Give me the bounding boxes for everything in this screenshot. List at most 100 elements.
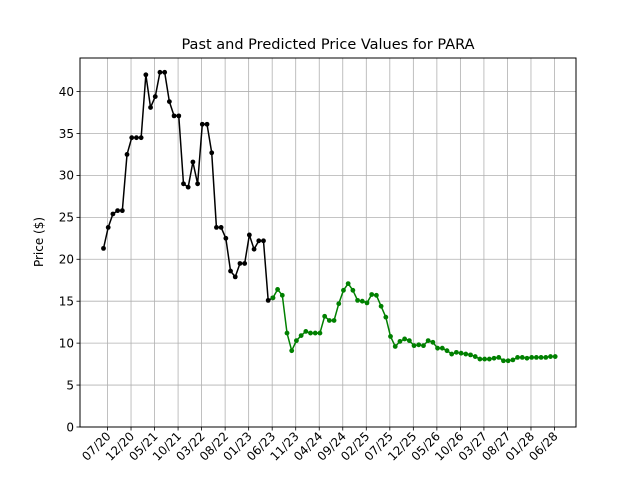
data-point bbox=[157, 69, 163, 75]
data-point bbox=[345, 281, 351, 286]
data-point bbox=[322, 313, 328, 319]
y-tick-label: 25 bbox=[59, 211, 74, 225]
data-point bbox=[359, 298, 365, 304]
plot-frame bbox=[79, 57, 577, 428]
data-point bbox=[270, 295, 276, 301]
data-point bbox=[303, 329, 309, 334]
data-point bbox=[214, 225, 219, 230]
data-point bbox=[101, 245, 106, 251]
data-point bbox=[430, 339, 436, 345]
data-point bbox=[341, 287, 346, 293]
data-point bbox=[134, 135, 139, 141]
data-point bbox=[119, 208, 125, 214]
data-point bbox=[195, 181, 201, 187]
data-point bbox=[237, 261, 243, 266]
chart-title: Past and Predicted Price Values for PARA bbox=[181, 37, 474, 53]
data-point bbox=[397, 339, 403, 344]
data-point bbox=[298, 333, 304, 338]
data-point bbox=[350, 287, 356, 293]
data-point bbox=[326, 318, 332, 323]
data-point bbox=[369, 292, 375, 297]
data-point bbox=[435, 345, 440, 351]
data-point bbox=[284, 330, 290, 336]
data-point bbox=[124, 152, 130, 157]
y-axis-label: Price ($) bbox=[32, 217, 46, 267]
data-point bbox=[383, 314, 389, 320]
data-point bbox=[548, 354, 553, 359]
data-point bbox=[289, 348, 295, 354]
data-point bbox=[453, 349, 459, 355]
data-point bbox=[115, 208, 121, 214]
data-point bbox=[515, 354, 520, 360]
data-point bbox=[308, 330, 313, 336]
data-point bbox=[331, 318, 337, 323]
data-point bbox=[496, 354, 502, 360]
data-point bbox=[242, 261, 248, 266]
data-point bbox=[468, 352, 473, 358]
data-point bbox=[458, 350, 464, 356]
data-point bbox=[439, 345, 445, 351]
data-point bbox=[406, 338, 412, 344]
data-point bbox=[355, 297, 360, 303]
data-point bbox=[491, 355, 497, 361]
y-tick-label: 20 bbox=[59, 253, 74, 267]
data-point bbox=[388, 334, 393, 339]
data-point bbox=[392, 344, 398, 349]
data-point bbox=[176, 113, 182, 119]
y-tick-label: 10 bbox=[59, 336, 74, 350]
y-tick-label: 0 bbox=[66, 420, 74, 434]
data-point bbox=[232, 274, 238, 280]
data-point bbox=[543, 354, 549, 360]
data-point bbox=[223, 235, 229, 241]
data-point bbox=[162, 69, 168, 75]
data-point bbox=[411, 343, 417, 349]
data-point bbox=[256, 238, 262, 244]
data-point bbox=[171, 113, 177, 119]
data-point bbox=[218, 225, 224, 230]
grid-lines bbox=[80, 58, 576, 428]
data-point bbox=[472, 354, 478, 359]
data-point bbox=[275, 287, 280, 292]
data-point bbox=[538, 354, 544, 360]
data-point bbox=[199, 121, 205, 127]
data-point bbox=[317, 330, 323, 336]
data-point bbox=[190, 159, 196, 165]
data-point bbox=[378, 303, 384, 309]
y-tick-label: 35 bbox=[59, 127, 74, 141]
series-layer bbox=[101, 69, 558, 364]
data-point bbox=[265, 297, 271, 303]
data-point bbox=[181, 181, 186, 187]
y-tick-label: 40 bbox=[59, 85, 74, 99]
data-point bbox=[425, 338, 431, 344]
data-point bbox=[444, 348, 450, 354]
data-point bbox=[552, 354, 558, 359]
data-point bbox=[279, 292, 285, 298]
data-point bbox=[477, 356, 483, 362]
data-point bbox=[482, 356, 488, 362]
data-point bbox=[261, 238, 266, 244]
data-point bbox=[421, 343, 426, 349]
data-point bbox=[246, 232, 252, 238]
data-point bbox=[524, 355, 530, 361]
data-point bbox=[486, 356, 492, 362]
data-point bbox=[148, 105, 153, 110]
y-tick-label: 15 bbox=[59, 295, 74, 309]
data-point bbox=[110, 211, 116, 217]
y-tick-label: 30 bbox=[59, 169, 74, 183]
data-point bbox=[251, 246, 257, 252]
data-point bbox=[402, 336, 408, 342]
data-point bbox=[364, 300, 370, 306]
data-point bbox=[166, 99, 172, 105]
data-point bbox=[294, 338, 299, 344]
data-point bbox=[138, 135, 144, 141]
data-point bbox=[312, 330, 318, 336]
data-point bbox=[449, 351, 455, 357]
data-point bbox=[209, 150, 215, 156]
data-point bbox=[204, 121, 210, 127]
data-point bbox=[129, 135, 135, 141]
y-axis: 0 5 10 15 20 25 30 35 40 bbox=[59, 85, 80, 434]
data-point bbox=[416, 342, 422, 348]
data-point bbox=[374, 292, 379, 298]
